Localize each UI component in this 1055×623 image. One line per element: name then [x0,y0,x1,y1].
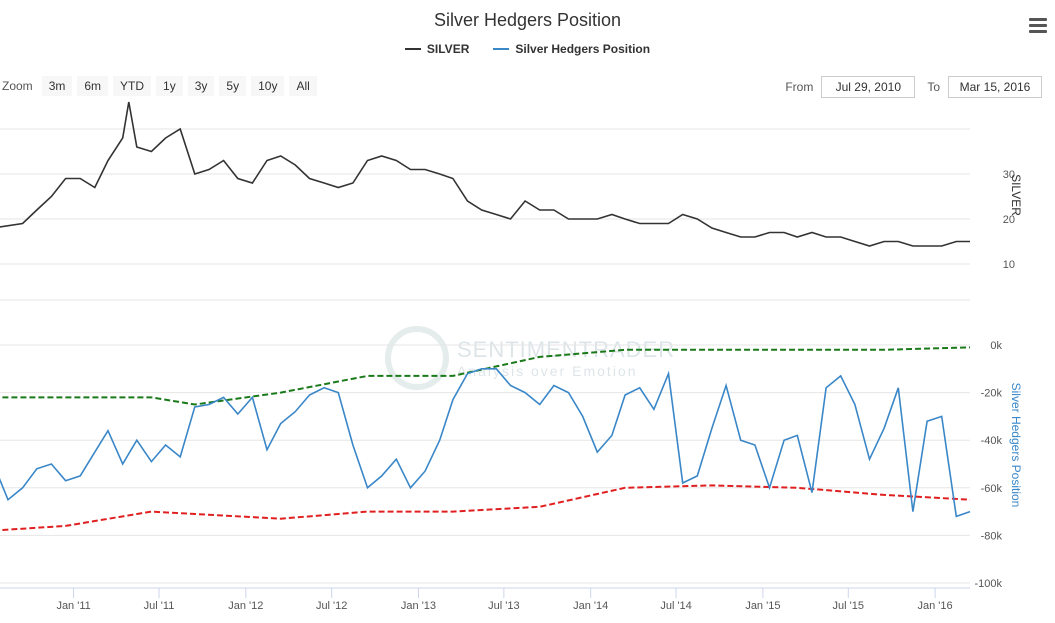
legend-swatch-hedgers [493,48,510,50]
zoom-3y-button[interactable]: 3y [187,76,215,96]
x-tick-label: Jul '14 [660,600,691,612]
watermark-logo-icon [385,326,449,390]
hedgers-position-line [0,368,971,518]
y-tick-label-silver: 30 [1003,169,1015,181]
x-tick-label: Jul '13 [488,600,519,612]
y-axis-title-hedgers: Silver Hedgers Position [1009,383,1023,508]
date-range: From Jul 29, 2010 To Mar 15, 2016 [785,76,1042,98]
zoom-5y-button[interactable]: 5y [219,76,247,96]
lower-band-line [0,484,971,532]
legend-swatch-silver [404,48,421,50]
zoom-bar: Zoom 3m 6m YTD 1y 3y 5y 10y All [2,76,317,96]
range-from-input[interactable]: Jul 29, 2010 [821,76,916,98]
silver-price-line [0,101,970,247]
x-tick-label: Jul '12 [316,600,347,612]
legend-item-hedgers[interactable]: Silver Hedgers Position [493,42,650,56]
x-tick-label: Jan '13 [401,600,436,612]
y-tick-label-hedgers: -40k [981,435,1003,447]
zoom-1y-button[interactable]: 1y [156,76,183,96]
legend-label-silver: SILVER [426,42,470,56]
x-tick-label: Jul '11 [144,600,175,612]
y-tick-label-hedgers: 0k [990,340,1002,352]
upper-band-line [0,346,971,406]
y-tick-label-silver: 20 [1003,214,1015,226]
context-menu-icon[interactable] [1029,18,1047,34]
zoom-3m-button[interactable]: 3m [41,76,73,96]
zoom-6m-button[interactable]: 6m [77,76,109,96]
y-axis-title-silver: SILVER [1009,174,1023,216]
legend: SILVER Silver Hedgers Position [0,42,1055,56]
legend-label-hedgers: Silver Hedgers Position [515,42,651,56]
range-to-input[interactable]: Mar 15, 2016 [948,76,1042,98]
chart-title: Silver Hedgers Position [433,10,622,30]
range-from-label: From [785,80,814,94]
y-tick-label-silver: 10 [1003,259,1015,271]
x-tick-label: Jul '15 [833,600,864,612]
y-tick-label-hedgers: -100k [974,578,1002,590]
range-to-label: To [927,80,940,94]
zoom-ytd-button[interactable]: YTD [113,76,152,96]
x-tick-label: Jan '11 [56,600,90,612]
legend-item-silver[interactable]: SILVER [404,42,470,56]
y-tick-label-hedgers: -80k [981,530,1003,542]
x-tick-label: Jan '14 [573,600,608,612]
zoom-10y-button[interactable]: 10y [251,76,285,96]
y-tick-label-hedgers: -60k [981,483,1003,495]
zoom-all-button[interactable]: All [289,76,317,96]
x-tick-label: Jan '16 [918,600,953,612]
zoom-label: Zoom [2,79,33,93]
x-tick-label: Jan '12 [228,600,263,612]
x-tick-label: Jan '15 [745,600,780,612]
watermark: SENTIMENTRADER Analysis over Emotion [385,326,675,390]
y-tick-label-hedgers: -20k [981,388,1003,400]
